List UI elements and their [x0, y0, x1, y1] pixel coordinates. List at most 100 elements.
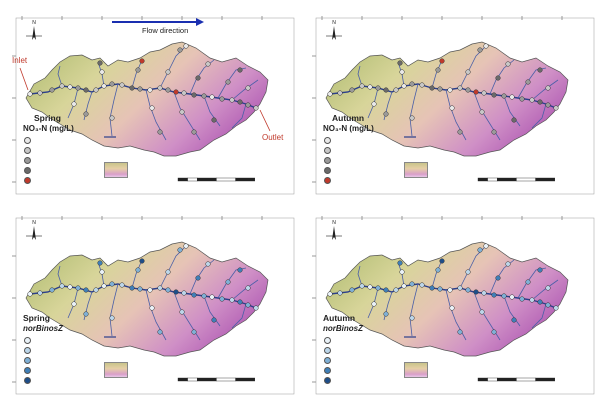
sampling-site: [477, 247, 483, 253]
sampling-site: [245, 85, 251, 91]
legend-item: [324, 337, 335, 344]
legend-dot-icon: [324, 137, 331, 144]
scale-bar-segment: [516, 377, 536, 382]
sampling-site: [457, 129, 463, 135]
sampling-site: [225, 279, 231, 285]
legend-item: [324, 167, 335, 174]
legend-item: [324, 137, 335, 144]
season-label: Autumn: [332, 113, 365, 123]
sampling-site: [109, 115, 115, 121]
sampling-site: [101, 283, 107, 289]
sampling-site: [397, 260, 403, 266]
sampling-site: [165, 269, 171, 275]
map-frame: [315, 17, 595, 195]
tributary: [131, 59, 143, 89]
sampling-site: [537, 267, 543, 273]
sampling-site: [419, 82, 425, 88]
sampling-site: [465, 269, 471, 275]
sampling-site: [509, 94, 515, 100]
sampling-site: [519, 96, 525, 102]
legend-dot-icon: [24, 367, 31, 374]
sampling-site: [545, 102, 551, 108]
tributary: [531, 303, 547, 329]
sampling-site: [27, 291, 33, 297]
sampling-site: [109, 281, 115, 287]
sampling-site: [465, 87, 471, 93]
legend-item: [24, 377, 35, 384]
sampling-site: [229, 97, 235, 103]
sampling-site: [165, 69, 171, 75]
tributary: [203, 295, 221, 327]
season-label: Autumn: [323, 313, 356, 323]
sampling-site: [37, 90, 43, 96]
sampling-site: [179, 309, 185, 315]
sampling-site: [147, 287, 153, 293]
sampling-site: [447, 287, 453, 293]
sampling-site: [491, 92, 497, 98]
sampling-site: [337, 290, 343, 296]
sampling-site: [209, 294, 215, 300]
sampling-site: [83, 111, 89, 117]
sampling-site: [237, 67, 243, 73]
north-arrow-icon: N: [26, 20, 42, 40]
sampling-site: [409, 81, 415, 87]
sampling-site: [237, 267, 243, 273]
sampling-site: [457, 85, 463, 91]
scale-bar-segment: [177, 177, 188, 182]
sampling-site: [505, 61, 511, 67]
sampling-site: [129, 85, 135, 91]
variable-title: NO₃-N (mg/L): [323, 124, 374, 133]
variable-title: norBinosZ: [23, 324, 63, 333]
sampling-site: [245, 285, 251, 291]
sampling-site: [553, 305, 559, 311]
sampling-site: [83, 287, 89, 293]
sampling-site: [495, 75, 501, 81]
sampling-site: [481, 290, 487, 296]
sampling-site: [409, 115, 415, 121]
scale-bar-segment: [187, 377, 198, 382]
sampling-site: [537, 299, 543, 305]
sampling-site: [195, 275, 201, 281]
sampling-site: [429, 285, 435, 291]
legend-item: [24, 137, 35, 144]
sampling-site: [383, 287, 389, 293]
sampling-site: [83, 87, 89, 93]
sampling-site: [525, 279, 531, 285]
sampling-site: [201, 293, 207, 299]
elevation-ramp: [404, 362, 428, 378]
north-arrow-icon: N: [326, 20, 342, 40]
sampling-site: [173, 289, 179, 295]
sampling-site: [209, 94, 215, 100]
sampling-site: [135, 267, 141, 273]
sampling-site: [439, 58, 445, 64]
sampling-site: [479, 309, 485, 315]
sampling-site: [359, 83, 365, 89]
tributary: [109, 83, 119, 137]
legend-dot-icon: [324, 357, 331, 364]
sampling-site: [491, 329, 497, 335]
legend-dot-icon: [324, 167, 331, 174]
sampling-site: [177, 47, 183, 53]
sampling-site: [383, 311, 389, 317]
sampling-site: [419, 282, 425, 288]
sampling-site: [367, 284, 373, 290]
sampling-site: [237, 99, 243, 105]
sampling-site: [109, 315, 115, 321]
season-label: Spring: [23, 313, 50, 323]
svg-text:N: N: [332, 220, 336, 226]
sampling-site: [99, 269, 105, 275]
sampling-site: [529, 97, 535, 103]
legend-dot-icon: [324, 177, 331, 184]
scale-bar-segment: [477, 177, 488, 182]
inlet-leader: [19, 67, 29, 91]
sampling-site: [59, 283, 65, 289]
sampling-site: [327, 91, 333, 97]
legend-item: [324, 377, 335, 384]
legend-dot-icon: [324, 147, 331, 154]
sampling-site: [219, 96, 225, 102]
tributary: [231, 303, 247, 329]
season-label: Spring: [34, 113, 61, 123]
sampling-site: [401, 283, 407, 289]
legend-item: [24, 177, 35, 184]
sampling-site: [449, 105, 455, 111]
